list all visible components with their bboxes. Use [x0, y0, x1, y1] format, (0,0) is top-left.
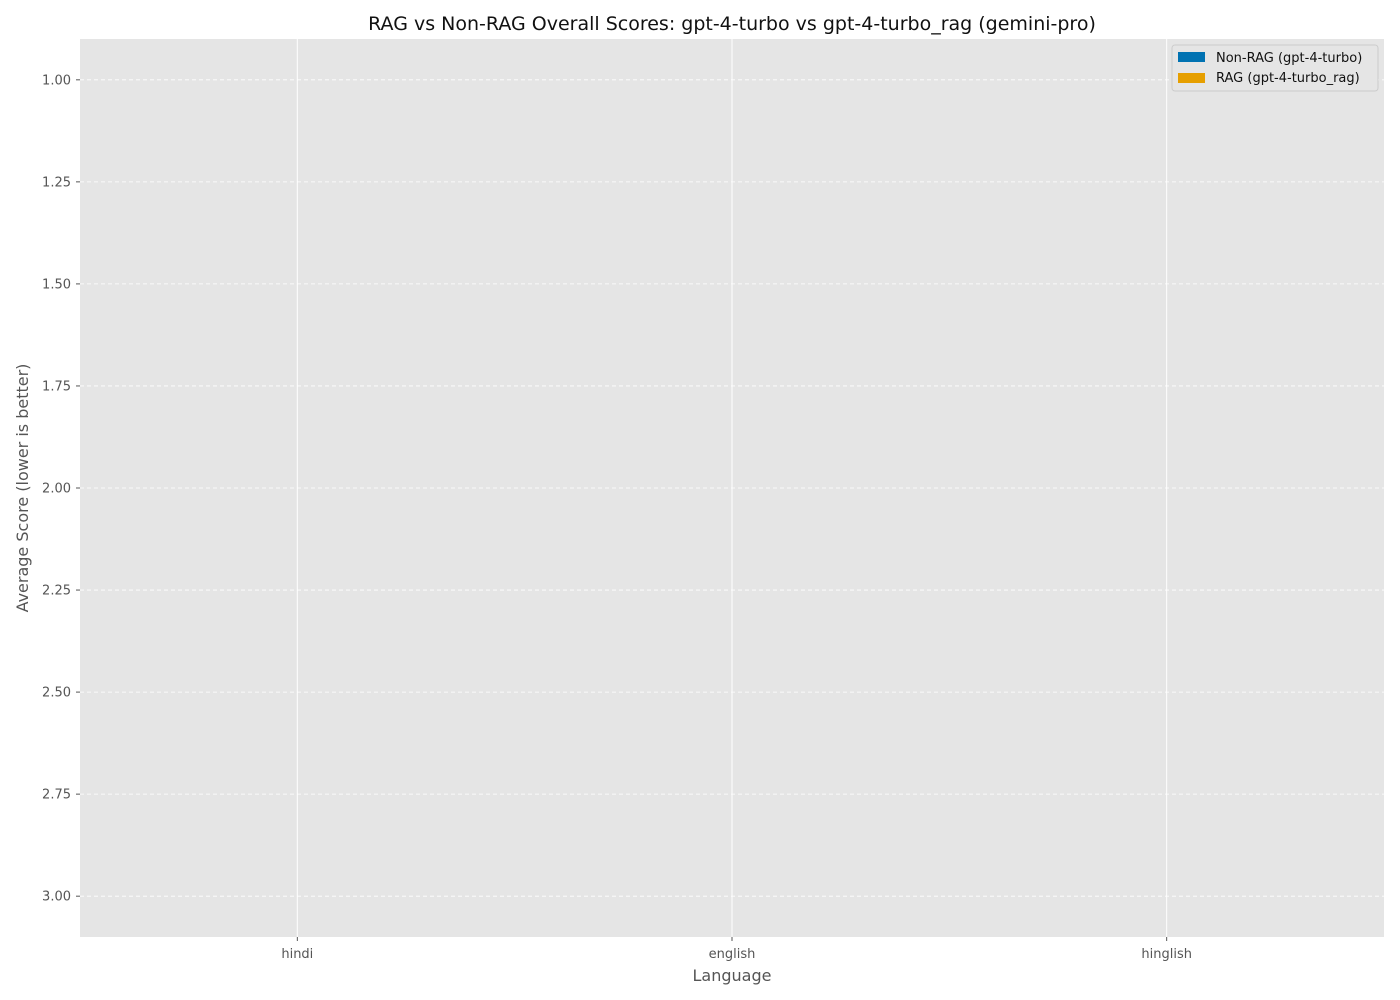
y-axis-ticks: 1.00 1.25 1.50 1.75 2.00 2.25 2.50 2.75 3.00: [42, 73, 80, 905]
x-tick-label: english: [709, 947, 756, 962]
y-axis-label: Average Score (lower is better): [13, 364, 32, 613]
y-tick-label: 1.00: [42, 73, 71, 88]
y-tick-label: 2.25: [42, 584, 71, 599]
grid-lines: [80, 39, 1384, 937]
legend-swatch-non-rag: [1178, 52, 1205, 62]
y-tick-label: 2.50: [42, 686, 71, 701]
x-axis-label: Language: [693, 966, 772, 985]
legend: Non-RAG (gpt-4-turbo) RAG (gpt-4-turbo_r…: [1171, 44, 1379, 92]
y-tick-label: 2.00: [42, 482, 71, 497]
legend-box: [1171, 44, 1379, 92]
x-tick-label: hindi: [281, 947, 313, 962]
y-tick-label: 1.25: [42, 175, 71, 190]
legend-swatch-rag: [1178, 73, 1205, 83]
x-tick-label: hinglish: [1141, 947, 1192, 962]
legend-label-rag: RAG (gpt-4-turbo_rag): [1216, 71, 1360, 86]
y-tick-label: 2.75: [42, 788, 71, 803]
x-axis-ticks: hindi english hinglish: [281, 937, 1192, 962]
legend-label-non-rag: Non-RAG (gpt-4-turbo): [1216, 51, 1362, 66]
chart-title: RAG vs Non-RAG Overall Scores: gpt-4-tur…: [368, 13, 1096, 35]
y-tick-label: 1.50: [42, 277, 71, 292]
y-tick-label: 1.75: [42, 379, 71, 394]
y-tick-label: 3.00: [42, 890, 71, 905]
